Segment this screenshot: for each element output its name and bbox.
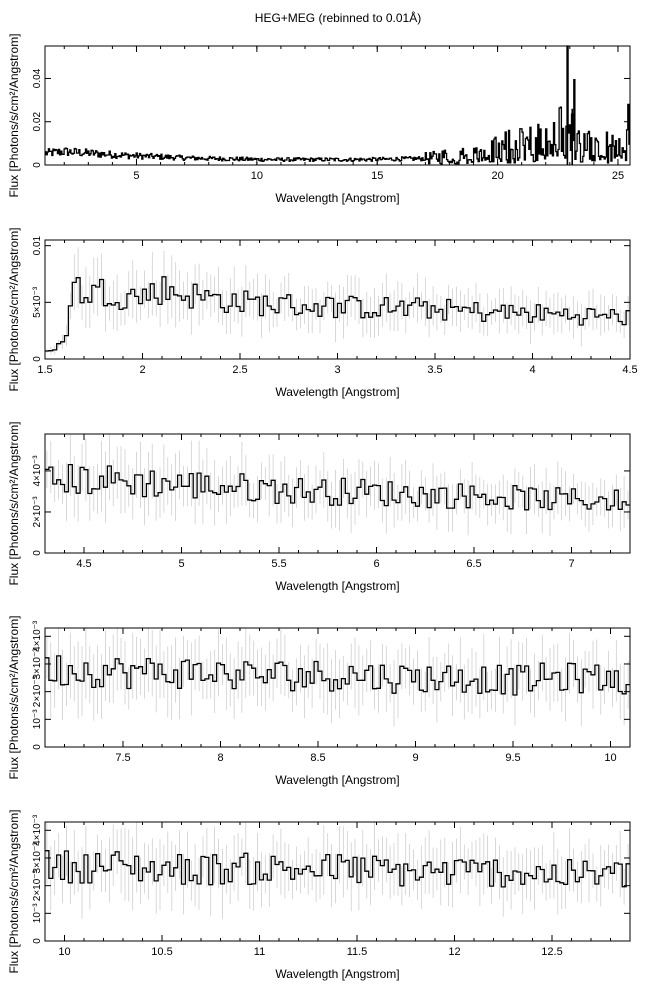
x-tick-label: 8 — [217, 752, 223, 764]
x-tick-label: 3.5 — [427, 364, 442, 376]
y-tick-label: 4×10⁻³ — [32, 455, 43, 487]
spectrum-trace — [45, 463, 630, 511]
y-tick-label: 0.01 — [32, 235, 43, 255]
spectrum-trace — [45, 655, 630, 696]
x-tick-label: 8.5 — [310, 752, 325, 764]
y-tick-label: 4×10⁻³ — [32, 814, 43, 846]
y-tick-label: 10⁻³ — [32, 903, 43, 923]
y-axis-label: Flux [Photons/s/cm²/Angstrom] — [7, 809, 21, 973]
x-tick-label: 11 — [254, 946, 265, 958]
x-tick-label: 7.5 — [115, 752, 130, 764]
x-tick-label: 12.5 — [541, 946, 562, 958]
y-tick-label: 0 — [32, 550, 43, 556]
x-tick-label: 10.5 — [151, 946, 172, 958]
y-tick-label: 10⁻³ — [32, 709, 43, 729]
x-tick-label: 5 — [133, 170, 139, 182]
error-bars — [46, 247, 629, 355]
x-tick-label: 4 — [529, 364, 535, 376]
x-tick-label: 12 — [448, 946, 460, 958]
y-tick-label: 0 — [32, 744, 43, 750]
spectrum-trace — [45, 45, 630, 165]
y-tick-label: 0 — [32, 162, 43, 168]
y-tick-label: 3×10⁻³ — [32, 842, 43, 874]
y-axis-label: Flux [Photons/s/cm²/Angstrom] — [7, 227, 21, 391]
x-axis-label: Wavelength [Angstrom] — [275, 967, 399, 981]
x-tick-label: 20 — [491, 170, 503, 182]
plot-frame — [44, 45, 631, 166]
y-tick-label: 4×10⁻³ — [32, 620, 43, 652]
x-tick-label: 11.5 — [347, 946, 368, 958]
x-tick-label: 6 — [373, 558, 379, 570]
x-tick-label: 10 — [58, 946, 70, 958]
x-tick-label: 5.5 — [271, 558, 286, 570]
y-axis-label: Flux [Photons/s/cm²/Angstrom] — [7, 421, 21, 585]
x-tick-label: 9 — [412, 752, 418, 764]
x-axis-label: Wavelength [Angstrom] — [275, 579, 399, 593]
y-tick-label: 2×10⁻³ — [32, 869, 43, 901]
spectrum-trace — [45, 276, 630, 352]
y-axis-label: Flux [Photons/s/cm²/Angstrom] — [7, 33, 21, 197]
y-tick-label: 2×10⁻³ — [32, 675, 43, 707]
figure-title: HEG+MEG (rebinned to 0.01Å) — [255, 10, 421, 25]
x-tick-label: 10 — [604, 752, 616, 764]
x-tick-label: 1.5 — [37, 364, 52, 376]
x-tick-label: 2.5 — [232, 364, 247, 376]
y-tick-label: 5×10⁻³ — [32, 286, 43, 318]
spectrum-trace — [45, 850, 630, 888]
y-tick-label: 0 — [32, 938, 43, 944]
x-tick-label: 2 — [139, 364, 145, 376]
chart-panel-5: 10 10.5 11 11.5 12 12.5 0 10⁻³ 2×10⁻³3×10⁻³4×10⁻… — [7, 809, 631, 981]
x-tick-label: 5 — [178, 558, 184, 570]
y-tick-label: 0.02 — [32, 112, 43, 132]
y-tick-label: 0.04 — [32, 68, 43, 88]
y-tick-label: 3×10⁻³ — [32, 648, 43, 680]
x-tick-label: 10 — [251, 170, 263, 182]
x-tick-label: 4.5 — [76, 558, 91, 570]
x-axis-label: Wavelength [Angstrom] — [275, 191, 399, 205]
x-tick-label: 3 — [334, 364, 340, 376]
x-axis-label: Wavelength [Angstrom] — [275, 385, 399, 399]
x-tick-label: 15 — [371, 170, 383, 182]
chart-panel-3: 4.5 5 5.5 6 6.5 7 0 2×10⁻³ 4×10⁻³ Wavelength [Ang… — [7, 421, 631, 593]
x-tick-label: 25 — [612, 170, 624, 182]
chart-panel-4: 7.5 8 8.5 9 9.5 10 0 10⁻³ 2×10⁻³3×10⁻³4×10⁻³ Wave… — [7, 615, 631, 787]
x-tick-label: 4.5 — [622, 364, 637, 376]
x-axis-label: Wavelength [Angstrom] — [275, 773, 399, 787]
x-tick-label: 6.5 — [466, 558, 481, 570]
y-tick-label: 0 — [32, 356, 43, 362]
chart-panel-2: 1.5 2 2.5 3 3.5 4 4.5 0 5×10⁻³ 0.01 Wavelength [An… — [7, 227, 638, 399]
x-tick-label: 7 — [568, 558, 574, 570]
chart-panel-1: 5 10 15 20 25 0 0.02 0.04 Wavelength [Angstrom] F… — [7, 33, 631, 205]
x-tick-label: 9.5 — [505, 752, 520, 764]
y-axis-label: Flux [Photons/s/cm²/Angstrom] — [7, 615, 21, 779]
y-tick-label: 2×10⁻³ — [32, 496, 43, 528]
